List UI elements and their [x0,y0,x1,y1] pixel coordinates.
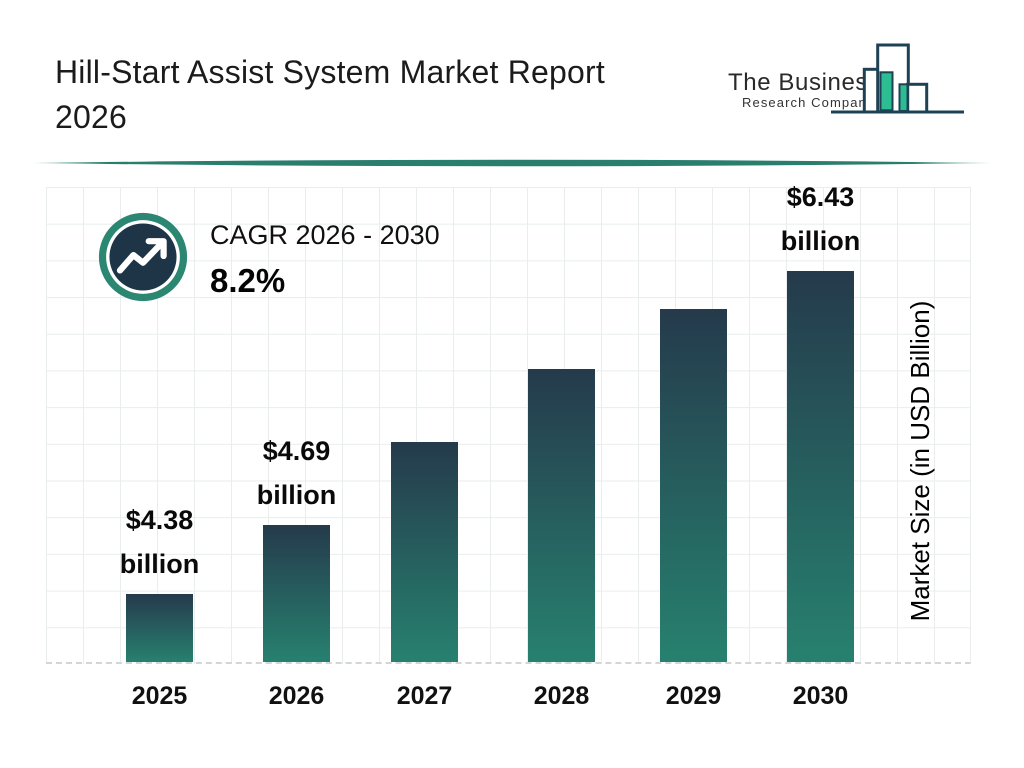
bar-2028 [528,369,595,662]
bar-2027 [391,442,458,662]
logo-text-primary: The Business [728,69,881,96]
bar-value-label-2026: $4.69 billion [207,429,387,517]
bar-value-label-2030: $6.43 billion [731,175,911,263]
page-title: Hill-Start Assist System Market Report 2… [55,50,715,140]
x-axis-label-2026: 2026 [268,682,325,710]
bar-value-label-line: $4.69 [262,436,331,466]
bar-value-label-line: billion [119,549,200,579]
bar-value-label-2025: $4.38 billion [70,498,250,586]
bar-chart-logo-icon [831,43,964,114]
bar-value-label-line: $4.38 [125,505,194,535]
company-logo: The Business Research Company [720,36,980,126]
bar-2026 [263,525,330,662]
y-axis-label: Market Size (in USD Billion) [905,300,935,622]
bar-value-label-line: billion [256,480,337,510]
section-divider [32,159,992,167]
x-axis-label-2027: 2027 [396,682,453,710]
bar-2030 [787,271,854,662]
page-title-line2: 2026 [55,99,127,135]
bar-2029 [660,309,727,662]
bar-value-label-line: billion [780,226,861,256]
page-title-line1: Hill-Start Assist System Market Report [55,54,605,90]
cagr-value: 8.2% [210,262,286,299]
bar-value-label-line: $6.43 [786,182,855,212]
plot-area: $4.38 billion $4.69 billion $6.43 billion [46,182,971,664]
bar-2025 [126,594,193,662]
trend-up-icon [98,212,188,302]
x-axis-label-2030: 2030 [792,682,849,710]
x-axis-label-2029: 2029 [665,682,722,710]
cagr-period-label: CAGR 2026 - 2030 [210,220,440,250]
x-axis-label-2025: 2025 [131,682,188,710]
logo-text-secondary: Research Company [742,95,875,110]
x-axis-label-2028: 2028 [533,682,590,710]
